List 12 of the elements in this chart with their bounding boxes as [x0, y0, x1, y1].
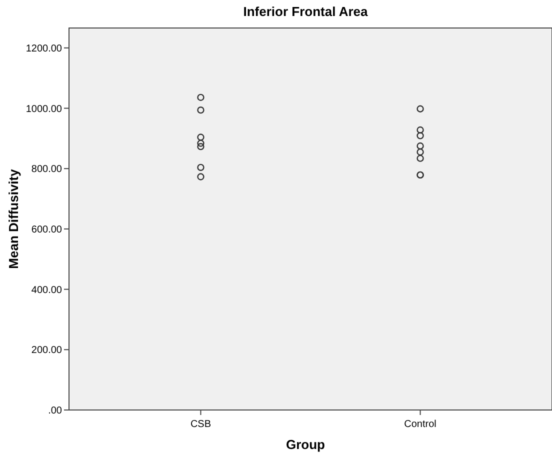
y-tick-label: 1000.00: [26, 104, 62, 115]
y-tick-label: 200.00: [31, 345, 62, 356]
x-tick-label: CSB: [190, 419, 212, 430]
x-tick-label: Control: [404, 419, 436, 430]
y-tick-label: .00: [48, 406, 62, 416]
y-tick-label: 600.00: [31, 224, 62, 236]
chart-title: Inferior Frontal Area: [243, 4, 369, 19]
y-tick-label: 1200.00: [26, 43, 62, 54]
y-tick-label: 400.00: [31, 284, 62, 296]
y-axis-title: Mean Diffusivity: [6, 168, 21, 269]
y-tick-label: 800.00: [31, 164, 62, 176]
x-axis-title: Group: [286, 437, 326, 452]
